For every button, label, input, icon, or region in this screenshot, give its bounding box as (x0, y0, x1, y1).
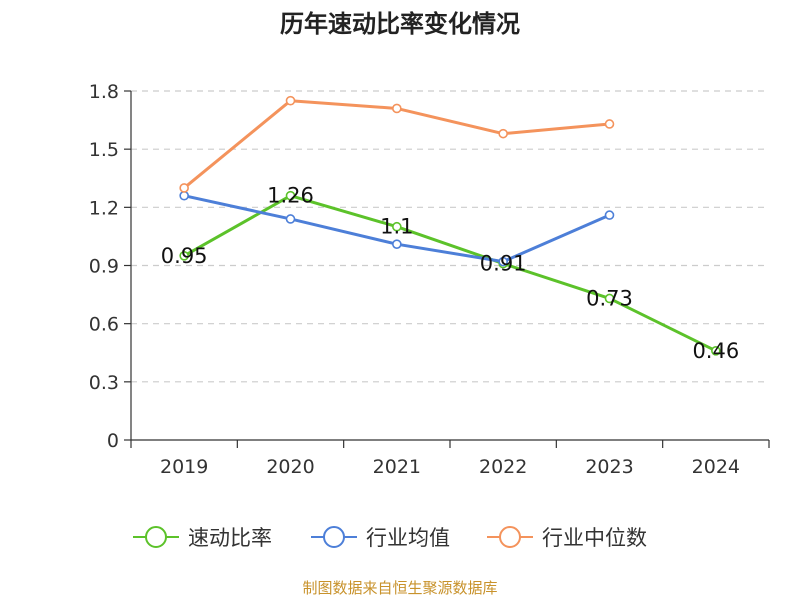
data-point (179, 183, 189, 193)
y-tick-label: 0.6 (89, 314, 119, 336)
data-label: 1.1 (380, 215, 413, 239)
y-tick-label: 1.5 (89, 139, 119, 161)
data-point (604, 119, 615, 129)
x-tick-label: 2023 (585, 456, 633, 478)
x-tick-label: 2022 (479, 456, 527, 478)
data-label: 1.26 (267, 184, 314, 208)
legend-marker-icon (499, 526, 521, 548)
data-point (392, 221, 402, 232)
x-tick-label: 2021 (373, 456, 421, 478)
y-tick-label: 0.9 (89, 256, 119, 278)
x-tick-label: 2024 (692, 456, 740, 478)
x-tick-label: 2020 (266, 456, 314, 478)
data-point (392, 239, 402, 249)
data-point (285, 190, 296, 201)
legend-item-1[interactable]: 行业均值 (311, 526, 450, 550)
legend-marker-icon (145, 526, 167, 548)
gridlines (131, 90, 769, 383)
data-source-note: 制图数据来自恒生聚源数据库 (302, 579, 497, 597)
data-point (179, 190, 189, 201)
data-point (179, 251, 189, 261)
y-tick-label: 1.2 (89, 197, 119, 219)
y-tick-label: 0.3 (89, 372, 119, 394)
data-label: 0.73 (586, 286, 633, 310)
chart-title: 历年速动比率变化情况 (280, 10, 520, 38)
legend[interactable]: 速动比率 行业均值 行业中位数 (133, 526, 647, 550)
data-point (285, 95, 296, 106)
data-labels: 0.95 1.26 1.1 0.91 0.73 0.46 (161, 184, 739, 363)
axes: 0 0.3 0.6 0.9 1.2 1.5 1.8 2019 2020 2021 2022 2023 2… (89, 81, 770, 478)
legend-marker-icon (323, 526, 345, 548)
series-line-0 (183, 194, 717, 353)
legend-item-2[interactable]: 行业中位数 (487, 526, 647, 550)
series-lines (179, 95, 721, 356)
data-point (498, 128, 508, 139)
legend-label: 速动比率 (188, 526, 272, 550)
legend-label: 行业中位数 (542, 526, 647, 550)
series-line-2 (183, 99, 610, 190)
legend-item-0[interactable]: 速动比率 (133, 526, 272, 550)
legend-label: 行业均值 (366, 526, 450, 550)
y-tick-label: 1.8 (89, 81, 119, 103)
y-tick-label: 0 (107, 430, 119, 452)
data-point (285, 214, 296, 224)
data-label: 0.46 (692, 339, 739, 363)
data-point (392, 103, 402, 114)
data-label: 0.91 (480, 252, 527, 276)
x-tick-label: 2019 (160, 456, 208, 478)
data-label: 0.95 (161, 244, 208, 268)
data-point (711, 346, 721, 356)
data-point (604, 210, 615, 220)
data-point (604, 293, 615, 304)
data-point (498, 256, 508, 267)
